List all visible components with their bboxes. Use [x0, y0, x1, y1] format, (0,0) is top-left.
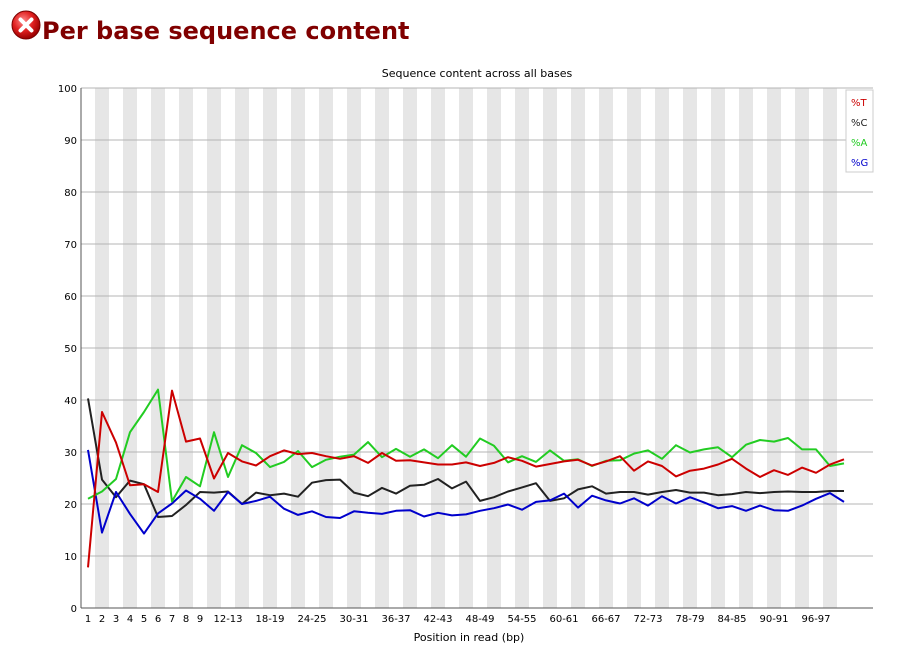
legend-entry-a: %A	[851, 138, 868, 149]
axes	[80, 88, 873, 609]
series-line-t	[87, 389, 845, 568]
legend: %T %C %A %G	[845, 89, 874, 173]
x-tick-label: 78-79	[675, 614, 704, 625]
x-tick-label: 84-85	[717, 614, 746, 625]
x-tick-label: 30-31	[339, 614, 368, 625]
grid-lines	[81, 87, 873, 609]
x-tick-label: 2	[99, 614, 105, 625]
y-tick-label: 50	[64, 344, 77, 355]
x-tick-label: 72-73	[633, 614, 662, 625]
x-tick-label: 7	[169, 614, 175, 625]
y-tick-label: 100	[58, 84, 77, 95]
x-tick-label: 1	[85, 614, 91, 625]
x-tick-label: 42-43	[423, 614, 452, 625]
y-tick-label: 90	[64, 136, 77, 147]
y-tick-label: 10	[64, 552, 77, 563]
x-tick-label: 4	[127, 614, 133, 625]
x-tick-label: 36-37	[381, 614, 410, 625]
x-tick-label: 90-91	[759, 614, 788, 625]
x-tick-label: 48-49	[465, 614, 494, 625]
x-axis-label: Position in read (bp)	[414, 631, 525, 644]
x-tick-label: 60-61	[549, 614, 578, 625]
x-tick-label: 6	[155, 614, 161, 625]
x-tick-label: 18-19	[255, 614, 284, 625]
x-tick-label: 54-55	[507, 614, 536, 625]
series-line-c	[87, 398, 844, 518]
error-icon	[11, 10, 41, 40]
y-tick-label: 40	[64, 396, 77, 407]
legend-entry-g: %G	[851, 158, 868, 169]
x-tick-label: 5	[141, 614, 147, 625]
legend-entry-t: %T	[851, 98, 868, 109]
sequence-content-chart: Sequence content across all bases 0 10 20 3…	[58, 67, 874, 644]
x-tick-label: 3	[113, 614, 119, 625]
series-lines	[87, 388, 845, 568]
series-line-a	[87, 388, 845, 503]
y-tick-label: 30	[64, 448, 77, 459]
y-tick-labels: 0 10 20 30 40 50 60 70 80 90 100	[58, 84, 77, 615]
y-tick-label: 80	[64, 188, 77, 199]
y-tick-label: 70	[64, 240, 77, 251]
x-tick-label: 9	[197, 614, 203, 625]
x-tick-label: 24-25	[297, 614, 326, 625]
x-tick-label: 8	[183, 614, 189, 625]
series-line-g	[87, 449, 845, 535]
page-title: Per base sequence content	[42, 17, 410, 45]
y-tick-label: 60	[64, 292, 77, 303]
x-tick-label: 96-97	[801, 614, 830, 625]
legend-box	[845, 89, 874, 173]
x-tick-label: 12-13	[213, 614, 242, 625]
alternating-bands	[95, 88, 837, 608]
chart-title: Sequence content across all bases	[382, 67, 573, 80]
y-tick-label: 0	[71, 604, 77, 615]
y-tick-label: 20	[64, 500, 77, 511]
legend-entry-c: %C	[851, 118, 868, 129]
module-header: Per base sequence content	[0, 0, 903, 56]
x-tick-label: 66-67	[591, 614, 620, 625]
x-tick-labels: 1 2 3 4 5 6 7 8 9 12-13 18-19 24-25 30-31 36-37 42-43 4…	[85, 614, 831, 625]
